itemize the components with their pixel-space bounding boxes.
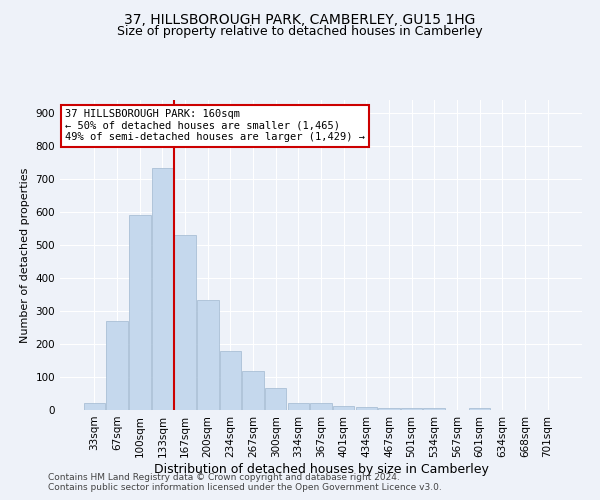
Bar — [401, 408, 422, 410]
Bar — [106, 321, 128, 410]
Bar — [152, 168, 173, 410]
Bar — [424, 408, 445, 410]
Bar — [197, 300, 218, 410]
Bar — [469, 408, 490, 410]
Bar — [129, 216, 151, 410]
Bar — [220, 352, 241, 410]
Text: Size of property relative to detached houses in Camberley: Size of property relative to detached ho… — [117, 25, 483, 38]
Bar — [356, 408, 377, 410]
X-axis label: Distribution of detached houses by size in Camberley: Distribution of detached houses by size … — [154, 462, 488, 475]
Bar — [378, 408, 400, 410]
Bar — [242, 371, 264, 410]
Text: 37, HILLSBOROUGH PARK, CAMBERLEY, GU15 1HG: 37, HILLSBOROUGH PARK, CAMBERLEY, GU15 1… — [124, 12, 476, 26]
Text: Contains HM Land Registry data © Crown copyright and database right 2024.: Contains HM Land Registry data © Crown c… — [48, 474, 400, 482]
Bar — [310, 404, 332, 410]
Text: 37 HILLSBOROUGH PARK: 160sqm
← 50% of detached houses are smaller (1,465)
49% of: 37 HILLSBOROUGH PARK: 160sqm ← 50% of de… — [65, 110, 365, 142]
Text: Contains public sector information licensed under the Open Government Licence v3: Contains public sector information licen… — [48, 484, 442, 492]
Bar — [84, 404, 105, 410]
Bar — [175, 235, 196, 410]
Bar — [333, 406, 355, 410]
Bar — [265, 388, 286, 410]
Bar — [287, 402, 309, 410]
Y-axis label: Number of detached properties: Number of detached properties — [20, 168, 30, 342]
